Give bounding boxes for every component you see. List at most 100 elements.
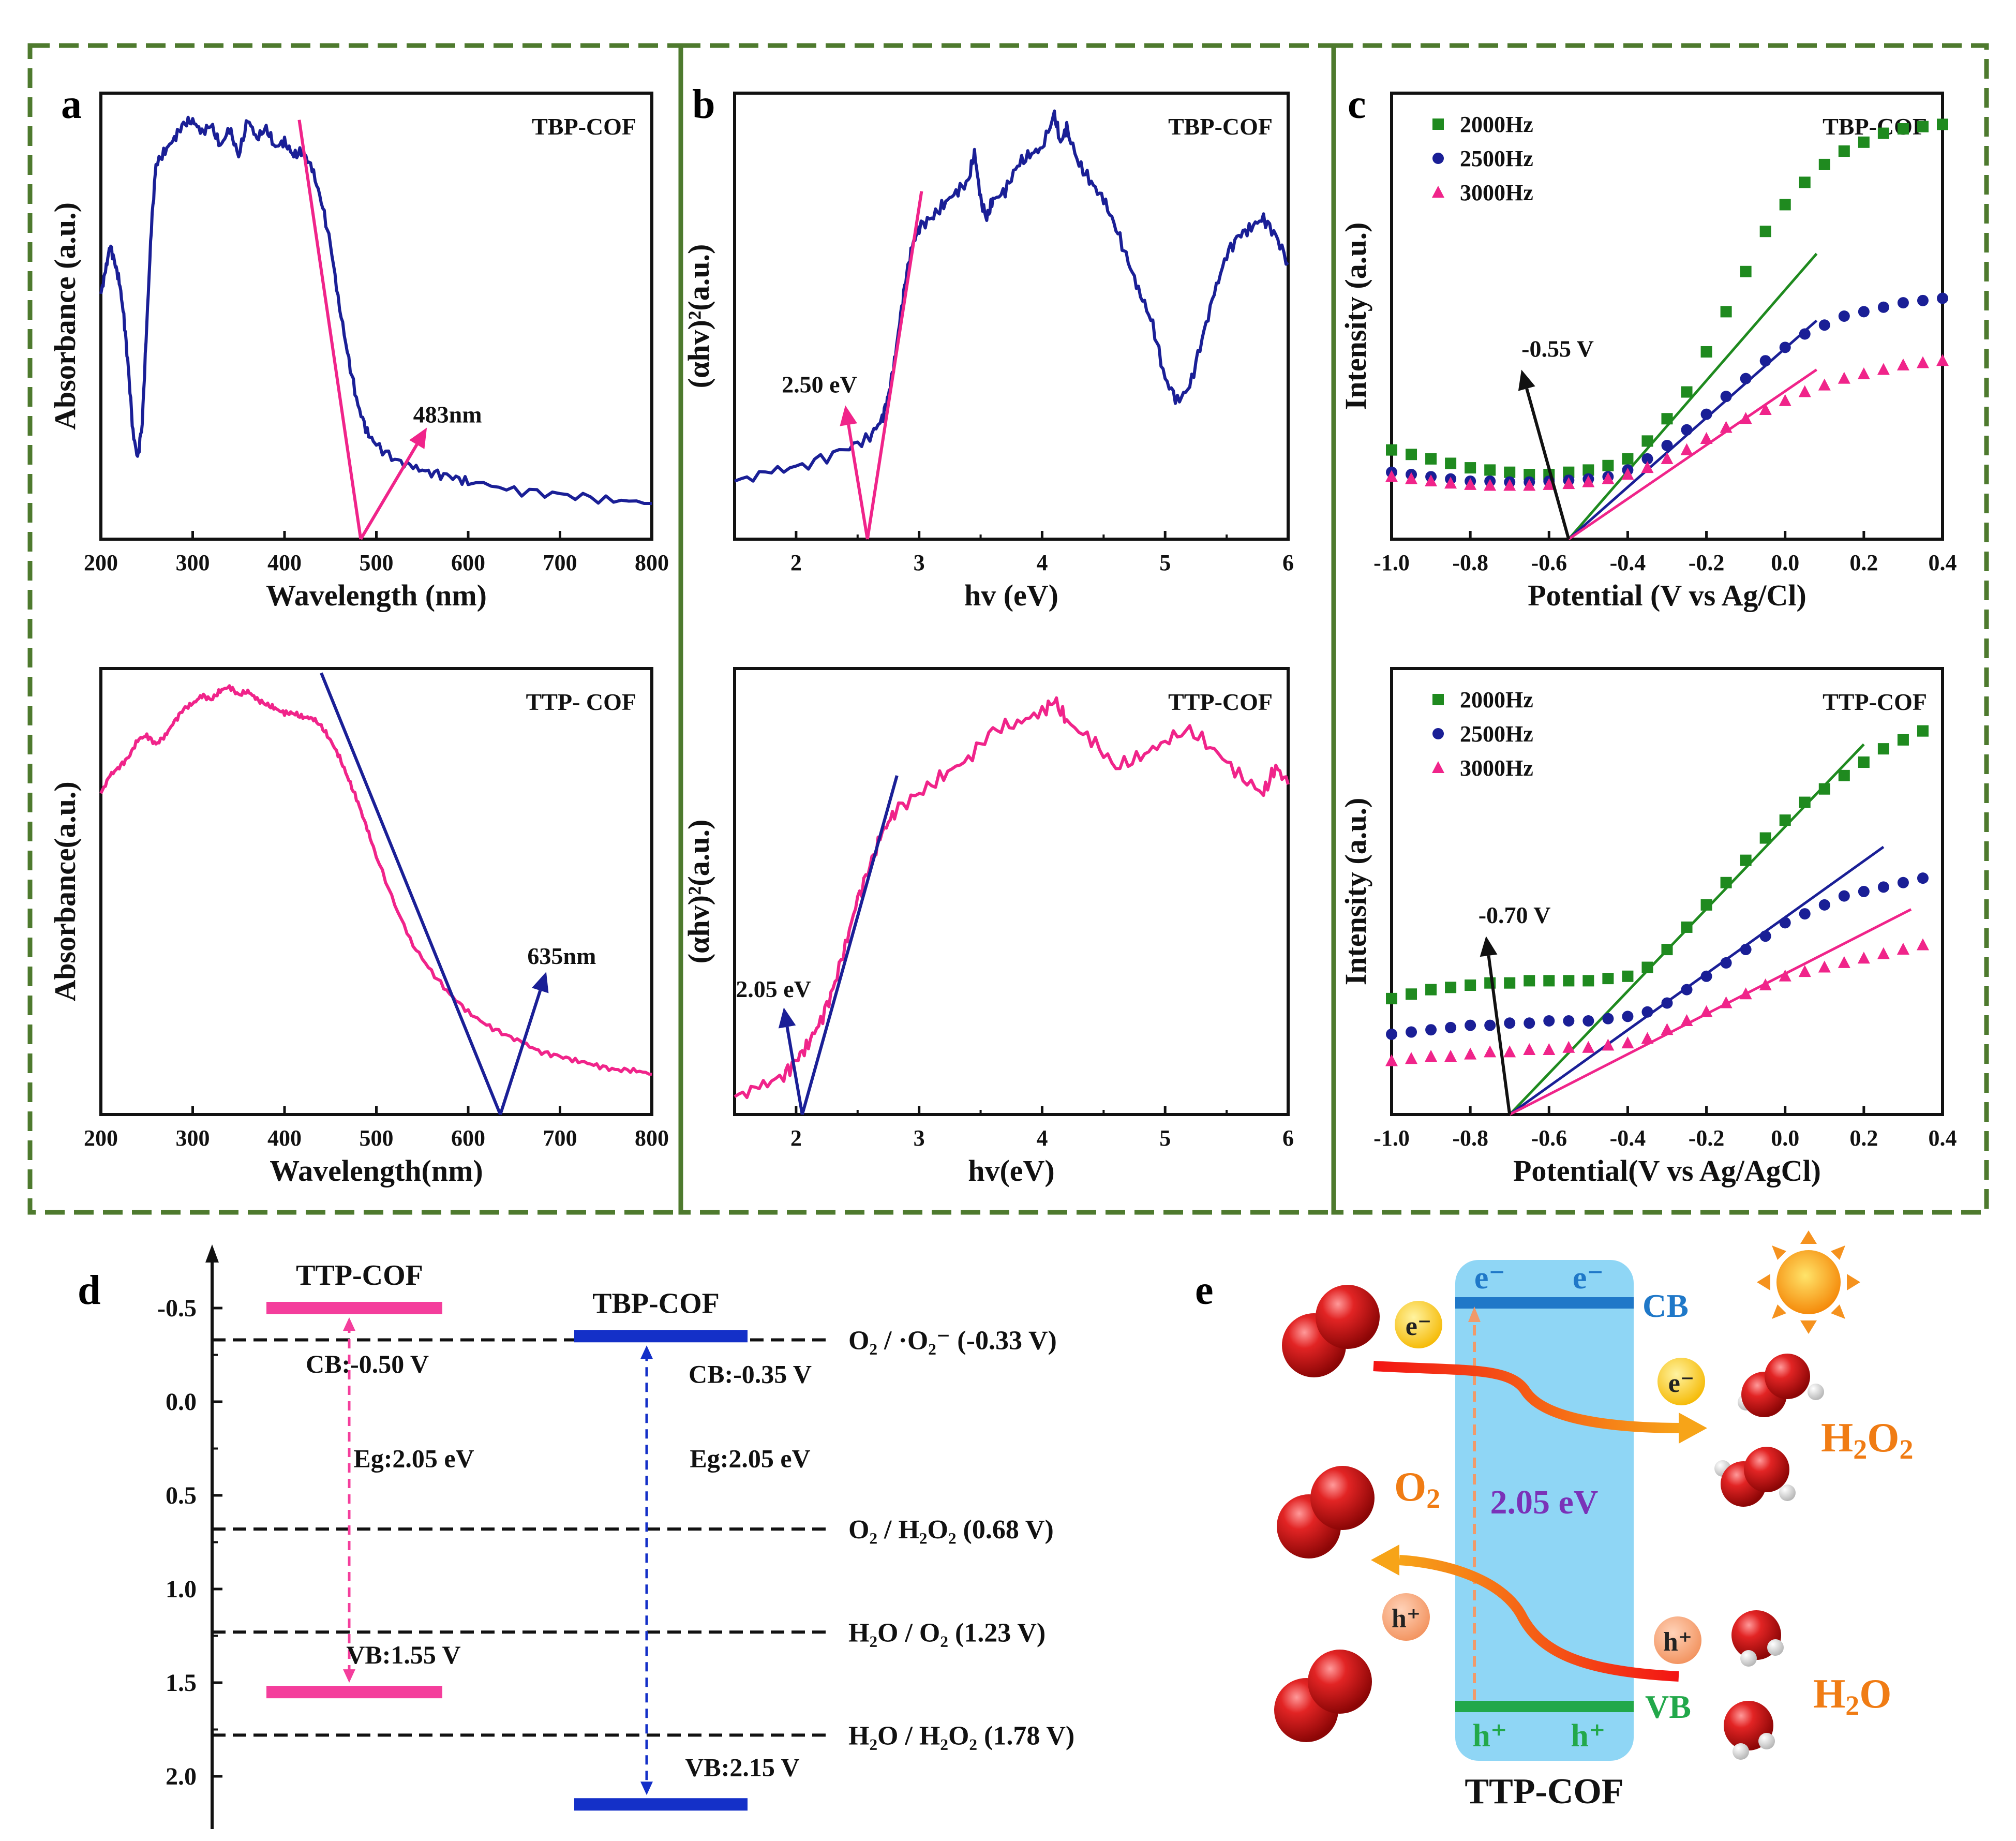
y-axis-label: Intensity (a.u.) bbox=[1339, 798, 1372, 986]
point-2500Hz bbox=[1858, 306, 1870, 318]
chart-absorbance-tbp: 200 300 400 500 600 700 800 Wavelength (nm) Abso… bbox=[48, 92, 669, 612]
legend-marker-3000Hz bbox=[1432, 761, 1444, 773]
cb-electron-2: e⁻ bbox=[1573, 1260, 1604, 1296]
x-axis-label: hv (eV) bbox=[964, 578, 1058, 612]
legend-marker-2500Hz bbox=[1432, 153, 1444, 164]
x-tick-label: -0.2 bbox=[1689, 550, 1725, 575]
tbp-gap-arrow-top bbox=[640, 1345, 653, 1359]
x-tick-label: 500 bbox=[360, 550, 394, 575]
point-2000Hz bbox=[1838, 145, 1850, 157]
point-3000Hz bbox=[1739, 412, 1752, 424]
y-axis-arrow bbox=[205, 1244, 219, 1263]
point-2000Hz bbox=[1720, 877, 1732, 888]
fit-line-1 bbox=[1567, 319, 1818, 540]
point-2500Hz bbox=[1484, 1019, 1496, 1031]
x-axis-label: Potential(V vs Ag/AgCl) bbox=[1513, 1154, 1821, 1187]
point-2000Hz bbox=[1543, 975, 1555, 987]
point-3000Hz bbox=[1759, 403, 1772, 415]
plot-frame bbox=[733, 667, 1290, 1116]
x-tick-label: -0.4 bbox=[1610, 550, 1646, 575]
x-tick-label: 200 bbox=[84, 550, 118, 575]
point-2000Hz bbox=[1779, 199, 1791, 211]
point-3000Hz bbox=[1661, 452, 1674, 464]
plot-frame bbox=[1390, 667, 1944, 1116]
point-2000Hz bbox=[1858, 756, 1870, 768]
x-tick-label: 6 bbox=[1282, 550, 1294, 575]
point-2500Hz bbox=[1838, 890, 1850, 902]
tangent-line bbox=[297, 120, 363, 540]
panel-letter-d: d bbox=[78, 1268, 101, 1313]
point-3000Hz bbox=[1602, 472, 1615, 484]
x-tick-label: 3 bbox=[914, 550, 925, 575]
point-3000Hz bbox=[1621, 1036, 1634, 1049]
point-2500Hz bbox=[1759, 930, 1771, 942]
point-2500Hz bbox=[1720, 391, 1732, 403]
annotation-arrow-head bbox=[1518, 369, 1535, 391]
point-2000Hz bbox=[1641, 435, 1653, 447]
plot-frame bbox=[99, 667, 653, 1116]
point-3000Hz bbox=[1680, 443, 1693, 455]
point-2000Hz bbox=[1406, 988, 1417, 1000]
point-3000Hz bbox=[1700, 1005, 1713, 1017]
chart-title: TBP-COF bbox=[1168, 113, 1273, 140]
point-3000Hz bbox=[1641, 1032, 1654, 1044]
annotation-arrow-head bbox=[778, 1007, 796, 1029]
point-3000Hz bbox=[1562, 477, 1575, 489]
point-3000Hz bbox=[1857, 952, 1870, 964]
point-3000Hz bbox=[1759, 978, 1772, 991]
point-3000Hz bbox=[1523, 1043, 1536, 1056]
point-2500Hz bbox=[1543, 1015, 1555, 1027]
point-2000Hz bbox=[1799, 176, 1811, 188]
point-2000Hz bbox=[1386, 992, 1397, 1004]
legend-label-3000Hz: 3000Hz bbox=[1460, 180, 1533, 205]
h2o-molecule-icon-1 bbox=[1731, 1610, 1784, 1667]
point-3000Hz bbox=[1444, 1049, 1457, 1062]
oxidation-arrow-head bbox=[1371, 1545, 1399, 1576]
ttp-vb-label: VB:1.55 V bbox=[346, 1640, 460, 1669]
chart-absorbance-ttp: 200 300 400 500 600 700 800 Wavelength(nm) Absor… bbox=[48, 667, 669, 1187]
y-tick-label: 1.5 bbox=[166, 1669, 197, 1697]
hole-circle-2 bbox=[1654, 1616, 1701, 1664]
point-2000Hz bbox=[1818, 783, 1830, 795]
excitation-arrow-head bbox=[1468, 1306, 1481, 1322]
legend-label-2500Hz: 2500Hz bbox=[1460, 721, 1533, 747]
x-axis-label: Wavelength(nm) bbox=[270, 1154, 483, 1187]
tangent-line bbox=[320, 672, 502, 1116]
point-2000Hz bbox=[1877, 127, 1889, 139]
tbp-gap-arrow-bottom bbox=[640, 1781, 653, 1795]
point-3000Hz bbox=[1523, 479, 1536, 491]
point-2000Hz bbox=[1563, 466, 1575, 478]
x-tick-label: 700 bbox=[543, 550, 577, 575]
annotation-arrow-shaft bbox=[359, 443, 419, 540]
potential-label-0: O₂ / ·O₂⁻ (-0.33 V) bbox=[848, 1326, 1057, 1356]
point-2500Hz bbox=[1759, 355, 1771, 367]
point-3000Hz bbox=[1916, 356, 1929, 368]
point-2000Hz bbox=[1504, 466, 1516, 478]
section-frames bbox=[27, 43, 1989, 1215]
point-3000Hz bbox=[1464, 1047, 1477, 1060]
point-3000Hz bbox=[1464, 478, 1477, 490]
point-2500Hz bbox=[1681, 984, 1693, 996]
point-2500Hz bbox=[1661, 997, 1673, 1009]
point-3000Hz bbox=[1621, 468, 1634, 480]
annotation-arrow-shaft bbox=[1525, 388, 1571, 540]
x-tick-label: 0.0 bbox=[1771, 1125, 1799, 1151]
tbp-cb-label: CB:-0.35 V bbox=[689, 1359, 812, 1388]
x-tick-label: 700 bbox=[543, 1125, 577, 1151]
annotation-label: 635nm bbox=[527, 943, 596, 969]
annotation-arrow-head bbox=[840, 405, 857, 426]
point-2500Hz bbox=[1700, 408, 1712, 420]
ttp-cb-label: CB:-0.50 V bbox=[306, 1349, 429, 1378]
h2o-molecule-icon-2 bbox=[1724, 1701, 1775, 1760]
point-2500Hz bbox=[1406, 1026, 1417, 1038]
point-2500Hz bbox=[1425, 1024, 1437, 1036]
point-2000Hz bbox=[1425, 453, 1437, 465]
point-2000Hz bbox=[1504, 977, 1516, 989]
x-tick-label: 0.0 bbox=[1771, 550, 1799, 575]
x-tick-label: -1.0 bbox=[1373, 1125, 1410, 1151]
point-3000Hz bbox=[1543, 478, 1556, 490]
band-gap-label: 2.05 eV bbox=[1490, 1483, 1599, 1521]
x-axis-label: Potential (V vs Ag/Cl) bbox=[1528, 578, 1806, 612]
point-3000Hz bbox=[1484, 1045, 1497, 1058]
x-tick-label: 800 bbox=[635, 1125, 669, 1151]
